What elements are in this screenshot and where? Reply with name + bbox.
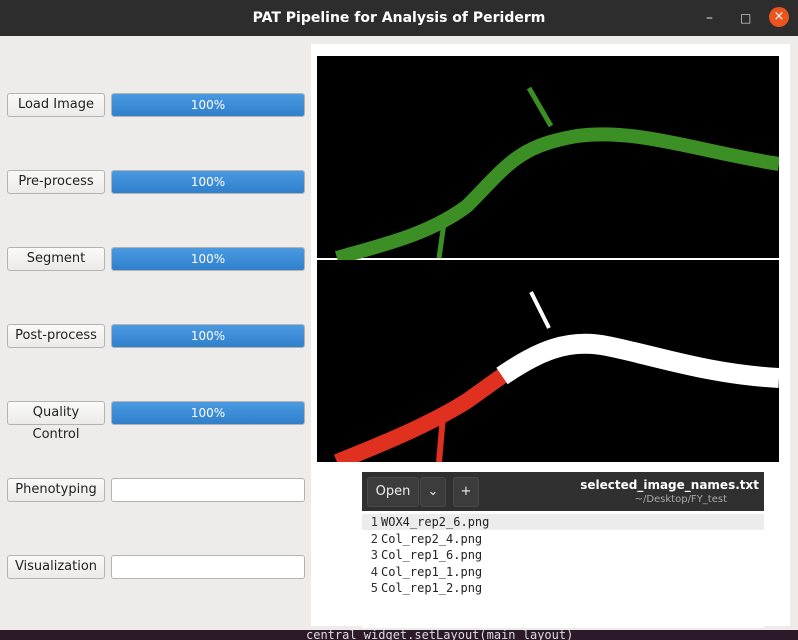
line-text: WOX4_rep2_6.png	[381, 515, 490, 529]
progress-bar	[111, 478, 305, 502]
progress-label: 100%	[190, 175, 226, 189]
title-bar: PAT Pipeline for Analysis of Periderm	[0, 0, 798, 36]
line-text: Col_rep2_4.png	[381, 531, 483, 546]
mask-red	[334, 369, 507, 462]
root-branch	[436, 86, 554, 259]
progress-bar: 100%	[111, 247, 305, 271]
line-number: 3	[370, 548, 378, 562]
open-menu-button[interactable]: ⌄	[420, 477, 446, 507]
mask-branch	[436, 415, 446, 462]
maximize-button[interactable]: □	[740, 11, 752, 25]
close-button[interactable]: ×	[769, 7, 789, 27]
progress-bar: 100%	[111, 170, 305, 194]
root-shape	[334, 127, 779, 265]
text-editor: Open ⌄ + selected_image_names.txt ~/Desk…	[362, 472, 764, 628]
progress-fill	[112, 402, 304, 424]
line-text: Col_rep1_1.png	[381, 564, 483, 579]
progress-label: 100%	[190, 252, 226, 266]
editor-line: 5 Col_rep1_2.png	[362, 580, 764, 596]
step-button[interactable]: Phenotyping	[7, 478, 105, 502]
progress-fill	[112, 171, 304, 193]
editor-line: 2 Col_rep2_4.png	[362, 531, 764, 547]
mask-white	[496, 333, 779, 388]
step-button[interactable]: Segment	[7, 247, 105, 271]
line-number: 2	[370, 531, 378, 546]
editor-line: 3 Col_rep1_6.png	[362, 547, 764, 563]
progress-label: 100%	[190, 98, 226, 112]
step-button[interactable]: Visualization	[7, 555, 105, 579]
editor-line: 4 Col_rep1_1.png	[362, 564, 764, 580]
image-view	[317, 56, 779, 462]
step-button[interactable]: Quality Control	[7, 401, 105, 442]
mask-branch	[529, 291, 551, 329]
terminal-strip: central_widget.setLayout(main_layout)	[0, 630, 798, 640]
new-tab-button[interactable]: +	[453, 477, 479, 507]
progress-fill	[112, 325, 304, 347]
step-button[interactable]: Load Image	[7, 93, 105, 117]
line-number: 4	[370, 564, 378, 579]
terminal-text: central_widget.setLayout(main_layout)	[306, 630, 574, 640]
line-text: Col_rep1_6.png	[381, 548, 483, 562]
step-button[interactable]: Post-process	[7, 324, 105, 348]
open-button[interactable]: Open	[367, 477, 419, 507]
line-text: Col_rep1_2.png	[381, 581, 483, 595]
progress-label: 100%	[190, 329, 226, 343]
editor-line: 1 WOX4_rep2_6.png	[362, 514, 764, 530]
progress-bar	[111, 555, 305, 579]
minimize-button[interactable]: –	[706, 10, 713, 26]
editor-header: Open ⌄ + selected_image_names.txt ~/Desk…	[362, 472, 764, 511]
progress-bar: 100%	[111, 93, 305, 117]
line-number: 1	[370, 515, 378, 529]
progress-label: 100%	[190, 406, 226, 420]
progress-fill	[112, 94, 304, 116]
line-number: 5	[370, 581, 378, 595]
window-title: PAT Pipeline for Analysis of Periderm	[252, 10, 546, 26]
progress-bar: 100%	[111, 324, 305, 348]
raw-image	[317, 56, 779, 258]
progress-bar: 100%	[111, 401, 305, 425]
progress-fill	[112, 248, 304, 270]
step-button[interactable]: Pre-process	[7, 170, 105, 194]
file-name: selected_image_names.txt	[580, 478, 759, 492]
file-path: ~/Desktop/FY_test	[634, 494, 727, 505]
